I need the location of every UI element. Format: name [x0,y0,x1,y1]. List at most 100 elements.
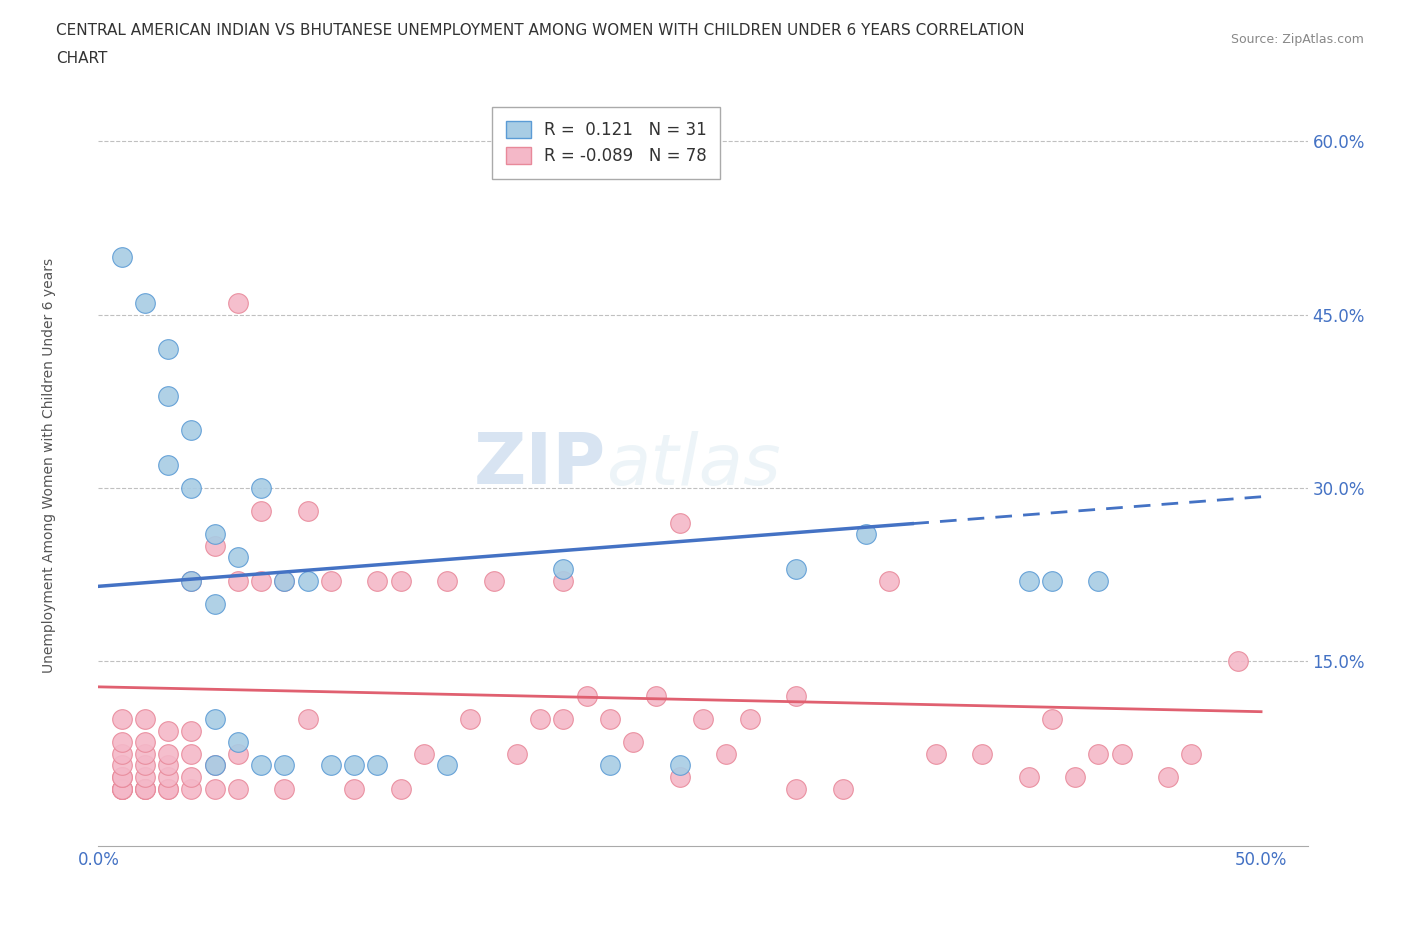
Point [1087,573,1109,588]
Point [157,769,180,784]
Point [180,747,202,762]
Point [204,527,226,542]
Point [134,735,156,750]
Point [157,747,180,762]
Point [250,758,273,773]
Point [297,711,319,726]
Point [738,711,761,726]
Point [204,711,226,726]
Point [621,735,644,750]
Point [226,781,249,796]
Point [134,769,156,784]
Point [157,388,180,403]
Point [180,769,202,784]
Point [668,769,690,784]
Point [366,758,388,773]
Point [134,781,156,796]
Point [297,504,319,519]
Point [413,747,436,762]
Point [204,538,226,553]
Point [297,573,319,588]
Point [226,573,249,588]
Legend: R =  0.121   N = 31, R = -0.089   N = 78: R = 0.121 N = 31, R = -0.089 N = 78 [492,107,720,179]
Point [1157,769,1180,784]
Point [831,781,853,796]
Point [134,747,156,762]
Point [1018,769,1040,784]
Point [529,711,551,726]
Point [204,758,226,773]
Point [134,781,156,796]
Point [785,562,807,577]
Point [273,573,295,588]
Point [436,573,458,588]
Point [1040,711,1063,726]
Point [250,504,273,519]
Point [575,688,598,703]
Point [645,688,668,703]
Point [716,747,738,762]
Text: CHART: CHART [56,51,108,66]
Point [134,711,156,726]
Point [389,573,412,588]
Point [319,758,342,773]
Point [1087,747,1109,762]
Point [389,781,412,796]
Point [180,423,202,438]
Point [273,781,295,796]
Point [111,781,134,796]
Text: CENTRAL AMERICAN INDIAN VS BHUTANESE UNEMPLOYMENT AMONG WOMEN WITH CHILDREN UNDE: CENTRAL AMERICAN INDIAN VS BHUTANESE UNE… [56,23,1025,38]
Point [204,758,226,773]
Point [157,724,180,738]
Point [180,724,202,738]
Point [180,573,202,588]
Point [226,296,249,311]
Point [157,458,180,472]
Point [436,758,458,773]
Point [855,527,877,542]
Point [204,596,226,611]
Point [134,781,156,796]
Text: atlas: atlas [606,431,780,499]
Point [157,781,180,796]
Point [460,711,482,726]
Point [599,758,621,773]
Point [1018,573,1040,588]
Point [250,481,273,496]
Point [180,481,202,496]
Point [553,562,575,577]
Point [366,573,388,588]
Point [204,781,226,796]
Point [553,711,575,726]
Point [111,747,134,762]
Point [668,758,690,773]
Point [180,573,202,588]
Point [1111,747,1133,762]
Point [1180,747,1202,762]
Point [157,781,180,796]
Point [180,781,202,796]
Point [111,758,134,773]
Point [111,711,134,726]
Point [924,747,946,762]
Point [273,573,295,588]
Point [482,573,505,588]
Point [599,711,621,726]
Point [111,781,134,796]
Point [877,573,900,588]
Point [134,296,156,311]
Point [111,781,134,796]
Point [343,758,366,773]
Point [785,781,807,796]
Point [134,758,156,773]
Point [970,747,993,762]
Point [1040,573,1063,588]
Point [553,573,575,588]
Point [226,550,249,565]
Point [250,573,273,588]
Point [111,781,134,796]
Point [111,735,134,750]
Text: Source: ZipAtlas.com: Source: ZipAtlas.com [1230,33,1364,46]
Point [226,735,249,750]
Point [111,769,134,784]
